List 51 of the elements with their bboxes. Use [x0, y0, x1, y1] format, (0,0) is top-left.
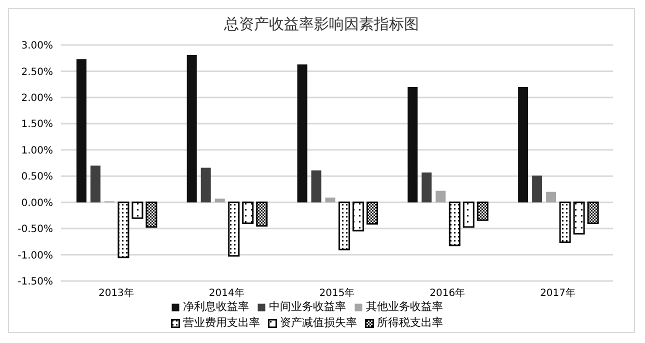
bar: [408, 86, 418, 202]
bar: [573, 202, 585, 235]
y-tick-label: 2.00%: [21, 92, 53, 104]
x-tick-label: 2013年: [98, 287, 134, 300]
legend-label: 资产减值损失率: [279, 315, 357, 331]
bar: [132, 202, 144, 219]
bar: [366, 202, 378, 225]
y-tick-label: -1.50%: [18, 276, 53, 288]
y-tick-label: 1.00%: [21, 145, 53, 156]
x-tick-label: 2015年: [319, 287, 355, 300]
bar: [462, 202, 474, 228]
bar: [338, 202, 350, 250]
bar: [311, 170, 322, 202]
y-tick-label: 3.00%: [21, 40, 53, 52]
bar: [436, 190, 446, 202]
bar: [532, 176, 542, 202]
y-tick-label: 1.50%: [21, 119, 53, 130]
y-tick-label: 0.50%: [21, 172, 53, 183]
bar: [76, 59, 86, 202]
bar: [242, 202, 254, 224]
bar: [186, 54, 197, 202]
x-tick-label: 2014年: [208, 287, 244, 300]
y-tick-label: 2.50%: [21, 66, 53, 78]
x-tick-label: 2016年: [430, 287, 466, 300]
chart-title: 总资产收益率影响因素指标图: [223, 14, 420, 35]
legend-label: 营业费用支出率: [182, 315, 260, 331]
bar: [228, 202, 240, 257]
bar: [256, 202, 268, 227]
legend-label: 净利息收益率: [182, 299, 249, 315]
bar: [352, 202, 364, 232]
bar: [297, 64, 308, 202]
bar: [559, 202, 571, 243]
bar: [214, 198, 225, 202]
bar: [476, 202, 488, 221]
bar: [325, 198, 336, 202]
bar: [90, 166, 100, 202]
bar: [118, 202, 130, 258]
x-tick-label: 2017年: [540, 287, 576, 300]
y-tick-label: -0.50%: [18, 224, 53, 236]
legend-label: 所得税支出率: [376, 315, 443, 331]
legend-label: 中间业务收益率: [268, 299, 346, 315]
bar: [448, 202, 460, 246]
bar: [200, 168, 211, 202]
y-tick-label: -1.00%: [18, 250, 53, 262]
bar: [518, 86, 528, 202]
bar: [587, 202, 599, 224]
bar: [422, 172, 432, 202]
legend-label: 其他业务收益率: [365, 299, 443, 315]
bar: [146, 202, 158, 228]
y-tick-label: 0.00%: [21, 198, 53, 209]
bar: [546, 192, 556, 202]
